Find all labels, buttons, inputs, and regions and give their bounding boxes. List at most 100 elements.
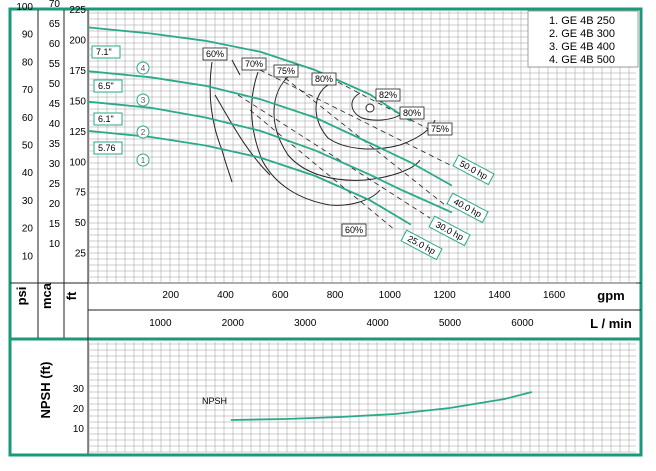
head-curve	[87, 130, 412, 226]
gpm-tick-label: 600	[272, 290, 289, 301]
curve-marker	[136, 125, 150, 139]
ft-axis-title: ft	[64, 291, 79, 300]
lmin-tick-label: 2000	[222, 318, 245, 329]
efficiency-label: 80%	[315, 74, 333, 84]
efficiency-contour	[231, 59, 241, 76]
efficiency-label-box	[241, 57, 267, 71]
npsh-series-label: NPSH	[202, 396, 227, 406]
mca-tick-label: 55	[49, 59, 61, 70]
mca-tick-label: 15	[49, 219, 61, 230]
power-label-box	[400, 229, 443, 261]
lmin-tick-label: 5000	[439, 318, 462, 329]
lmin-tick-label: 3000	[294, 318, 317, 329]
efficiency-label-box	[375, 88, 401, 102]
diameter-label-box	[91, 45, 121, 59]
efficiency-label: 60%	[345, 225, 363, 235]
npsh-tick-label: 20	[73, 404, 85, 415]
mca-tick-label: 65	[49, 19, 61, 30]
legend-item: 3. GE 4B 400	[549, 41, 615, 53]
mca-tick-label: 45	[49, 99, 61, 110]
tick-labels: 10 20 30 40 50 60 70 80 90 100 10 15 20 25 30 35 40 45 50 5…	[16, 0, 565, 435]
head-curve	[87, 100, 453, 214]
efficiency-label: 75%	[431, 124, 449, 134]
diameter-label-box	[93, 141, 123, 155]
efficiency-label-box	[273, 64, 299, 78]
power-line	[249, 109, 396, 231]
head-curve	[87, 26, 412, 122]
lmin-tick-label: 6000	[511, 318, 534, 329]
efficiency-label: 82%	[379, 90, 397, 100]
mca-tick-label: 40	[49, 119, 61, 130]
gpm-axis-title: gpm	[597, 288, 624, 303]
efficiency-contour	[214, 94, 271, 176]
curve-marker	[136, 61, 150, 75]
best-efficiency-point	[365, 103, 375, 113]
ft-tick-label: 50	[75, 218, 87, 229]
diameter-label: 6.1"	[98, 114, 114, 124]
psi-tick-label: 70	[22, 85, 34, 96]
gpm-tick-label: 1000	[379, 290, 402, 301]
diameter-label-box	[93, 112, 123, 126]
head-curve	[87, 70, 453, 187]
gpm-tick-label: 1200	[433, 290, 456, 301]
efficiency-contour	[251, 71, 381, 206]
grid-bottom	[88, 342, 636, 453]
efficiency-label-box	[311, 72, 337, 86]
diameter-label: 6.5"	[98, 81, 114, 91]
psi-tick-label: 30	[22, 196, 34, 207]
ft-tick-label: 100	[69, 157, 86, 168]
efficiency-contour	[351, 92, 401, 121]
npsh-tick-label: 10	[73, 424, 85, 435]
mca-tick-label: 20	[49, 199, 61, 210]
efficiency-label-box	[202, 47, 228, 61]
mca-tick-label: 50	[49, 79, 61, 90]
diameter-label-box	[93, 79, 123, 93]
gpm-tick-label: 200	[162, 290, 179, 301]
mca-tick-label: 10	[49, 239, 61, 250]
ft-tick-label: 175	[69, 66, 86, 77]
ft-tick-label: 150	[69, 96, 86, 107]
power-label-box	[446, 192, 489, 224]
mca-tick-label: 35	[49, 139, 61, 150]
gpm-tick-label: 800	[327, 290, 344, 301]
legend-item: 1. GE 4B 250	[549, 15, 615, 27]
power-label-box	[428, 215, 471, 247]
ft-tick-label: 125	[69, 127, 86, 138]
npsh-curve	[230, 391, 533, 421]
psi-axis-title: psi	[14, 287, 29, 306]
power-line	[329, 77, 441, 136]
legend-box	[527, 10, 639, 68]
efficiency-label-box	[427, 122, 453, 136]
efficiency-label: 60%	[206, 49, 224, 59]
ft-tick-label: 25	[75, 249, 87, 260]
lmin-tick-label: 4000	[366, 318, 389, 329]
curve-marker-label: 4	[141, 64, 146, 73]
mca-tick-label: 30	[49, 159, 61, 170]
legend-item: 2. GE 4B 300	[549, 28, 615, 40]
mca-axis-title: mca	[39, 282, 54, 309]
efficiency-label: 70%	[245, 59, 263, 69]
psi-tick-label: 80	[22, 57, 34, 68]
mca-tick-label: 70	[49, 0, 61, 10]
power-label-box	[452, 154, 495, 186]
curve-marker	[136, 93, 150, 107]
psi-tick-label: 50	[22, 141, 34, 152]
gpm-tick-label: 1600	[543, 290, 566, 301]
gpm-tick-label: 1400	[488, 290, 511, 301]
efficiency-label-box	[341, 223, 367, 237]
curve-marker-label: 3	[141, 96, 146, 105]
head-curves	[87, 26, 533, 421]
psi-tick-label: 60	[22, 113, 34, 124]
psi-tick-label: 20	[22, 224, 34, 235]
legend-item: 4. GE 4B 500	[549, 54, 615, 66]
diameter-label: 7.1"	[96, 47, 112, 57]
ft-tick-label: 225	[69, 5, 86, 16]
efficiency-label: 75%	[277, 66, 295, 76]
curve-marker-label: 1	[141, 156, 146, 165]
efficiency-label-box	[399, 106, 425, 120]
psi-tick-label: 40	[22, 168, 34, 179]
power-line	[237, 94, 431, 219]
psi-tick-label: 100	[16, 2, 33, 13]
